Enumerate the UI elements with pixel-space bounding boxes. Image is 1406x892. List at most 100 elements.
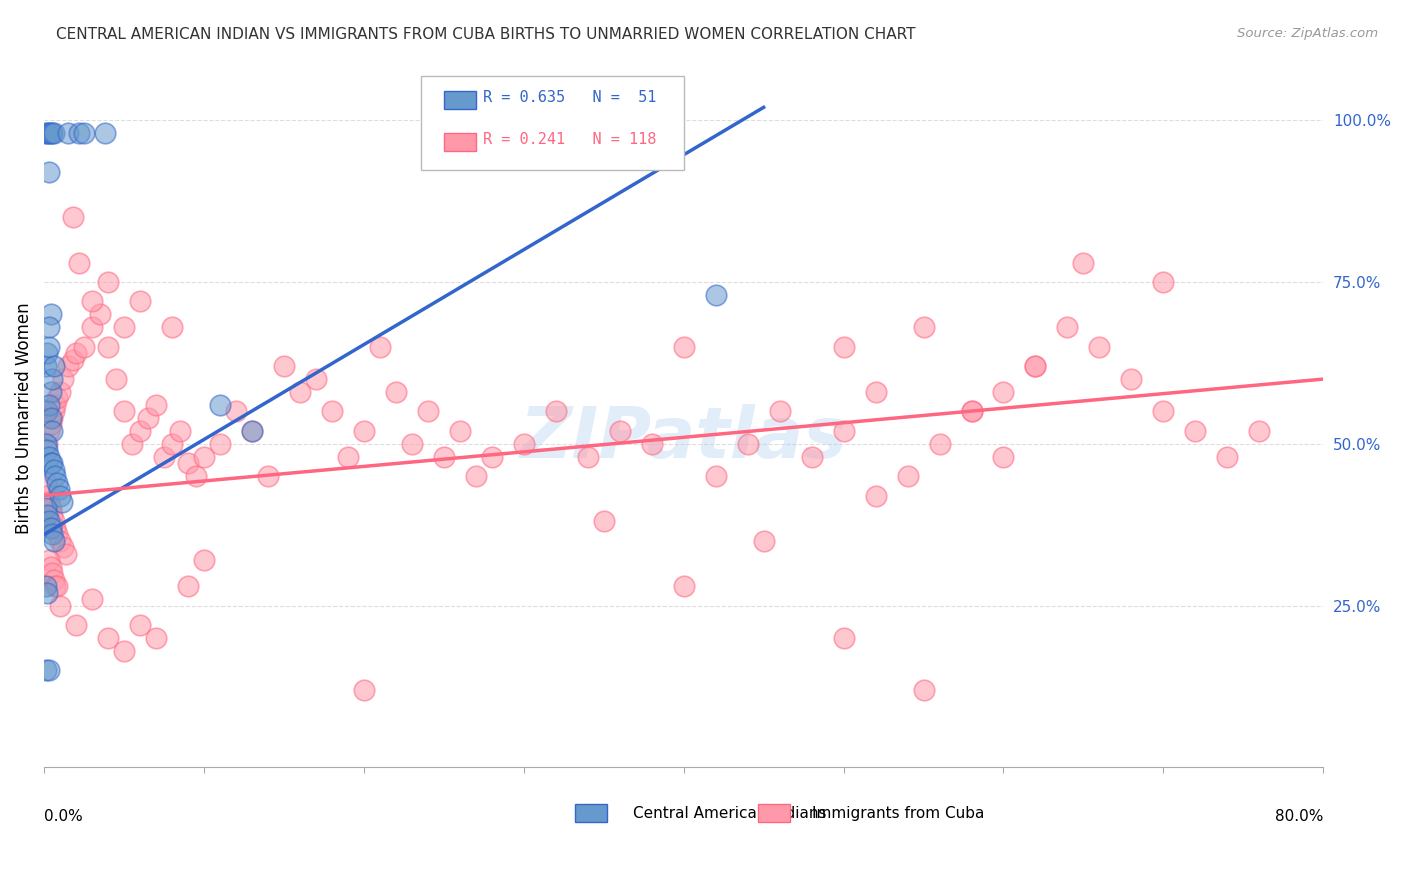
Point: [193, 553, 215, 567]
Point: [416, 404, 439, 418]
Point: [35, 437, 58, 451]
Point: [41, 527, 63, 541]
Point: [44, 579, 66, 593]
Point: [35, 579, 58, 593]
Point: [37, 437, 59, 451]
Point: [39, 501, 62, 516]
Point: [865, 384, 887, 399]
Point: [1184, 424, 1206, 438]
Point: [39, 307, 62, 321]
Point: [353, 424, 375, 438]
Point: [42, 359, 65, 373]
Point: [38, 663, 60, 677]
Point: [592, 515, 614, 529]
Point: [56, 359, 79, 373]
FancyBboxPatch shape: [422, 76, 683, 169]
Point: [41, 456, 63, 470]
Point: [145, 398, 167, 412]
Point: [73, 126, 96, 140]
Text: ZIPatlas: ZIPatlas: [520, 404, 848, 474]
Point: [51, 495, 73, 509]
Point: [385, 384, 408, 399]
Point: [1073, 255, 1095, 269]
Point: [704, 288, 727, 302]
Point: [62, 352, 84, 367]
Y-axis label: Births to Unmarried Women: Births to Unmarried Women: [15, 302, 32, 533]
Point: [44, 469, 66, 483]
Point: [41, 424, 63, 438]
Point: [1024, 359, 1046, 373]
Point: [481, 450, 503, 464]
Point: [208, 437, 231, 451]
Point: [37, 443, 59, 458]
Point: [1152, 275, 1174, 289]
Point: [193, 450, 215, 464]
Point: [35, 126, 58, 140]
Point: [112, 320, 135, 334]
Point: [37, 346, 59, 360]
Point: [35, 359, 58, 373]
Point: [97, 631, 120, 645]
Point: [1088, 340, 1111, 354]
Point: [38, 495, 60, 509]
Point: [49, 489, 72, 503]
FancyBboxPatch shape: [444, 91, 477, 109]
Point: [368, 340, 391, 354]
Point: [225, 404, 247, 418]
Point: [52, 541, 75, 555]
Point: [80, 320, 103, 334]
Point: [1056, 320, 1078, 334]
Point: [177, 579, 200, 593]
Point: [544, 404, 567, 418]
Point: [65, 618, 87, 632]
Point: [80, 592, 103, 607]
Point: [55, 547, 77, 561]
Point: [321, 404, 343, 418]
Point: [39, 456, 62, 470]
Point: [97, 275, 120, 289]
Point: [38, 450, 60, 464]
Point: [240, 424, 263, 438]
Point: [641, 126, 664, 140]
Point: [37, 489, 59, 503]
Text: R = 0.241   N = 118: R = 0.241 N = 118: [482, 132, 657, 147]
Point: [94, 126, 117, 140]
Point: [38, 398, 60, 412]
Point: [49, 384, 72, 399]
Point: [112, 644, 135, 658]
Text: 80.0%: 80.0%: [1275, 809, 1323, 824]
Point: [44, 398, 66, 412]
Point: [912, 682, 935, 697]
Point: [993, 450, 1015, 464]
Point: [769, 404, 792, 418]
Point: [121, 437, 143, 451]
Point: [62, 211, 84, 225]
Point: [37, 585, 59, 599]
FancyBboxPatch shape: [758, 804, 790, 822]
Text: Source: ZipAtlas.com: Source: ZipAtlas.com: [1237, 27, 1378, 40]
Point: [37, 404, 59, 418]
Point: [433, 450, 456, 464]
Point: [39, 559, 62, 574]
Point: [160, 437, 183, 451]
Point: [305, 372, 328, 386]
Point: [80, 294, 103, 309]
Point: [97, 340, 120, 354]
Point: [45, 527, 67, 541]
Point: [39, 417, 62, 432]
Point: [129, 618, 152, 632]
Text: 0.0%: 0.0%: [44, 809, 83, 824]
Point: [912, 320, 935, 334]
Point: [41, 372, 63, 386]
Point: [865, 489, 887, 503]
Point: [48, 482, 70, 496]
Point: [112, 404, 135, 418]
Point: [45, 475, 67, 490]
Point: [704, 469, 727, 483]
Text: Immigrants from Cuba: Immigrants from Cuba: [811, 805, 984, 821]
Point: [42, 533, 65, 548]
FancyBboxPatch shape: [575, 804, 607, 822]
Point: [67, 255, 90, 269]
Point: [49, 599, 72, 613]
Point: [993, 384, 1015, 399]
